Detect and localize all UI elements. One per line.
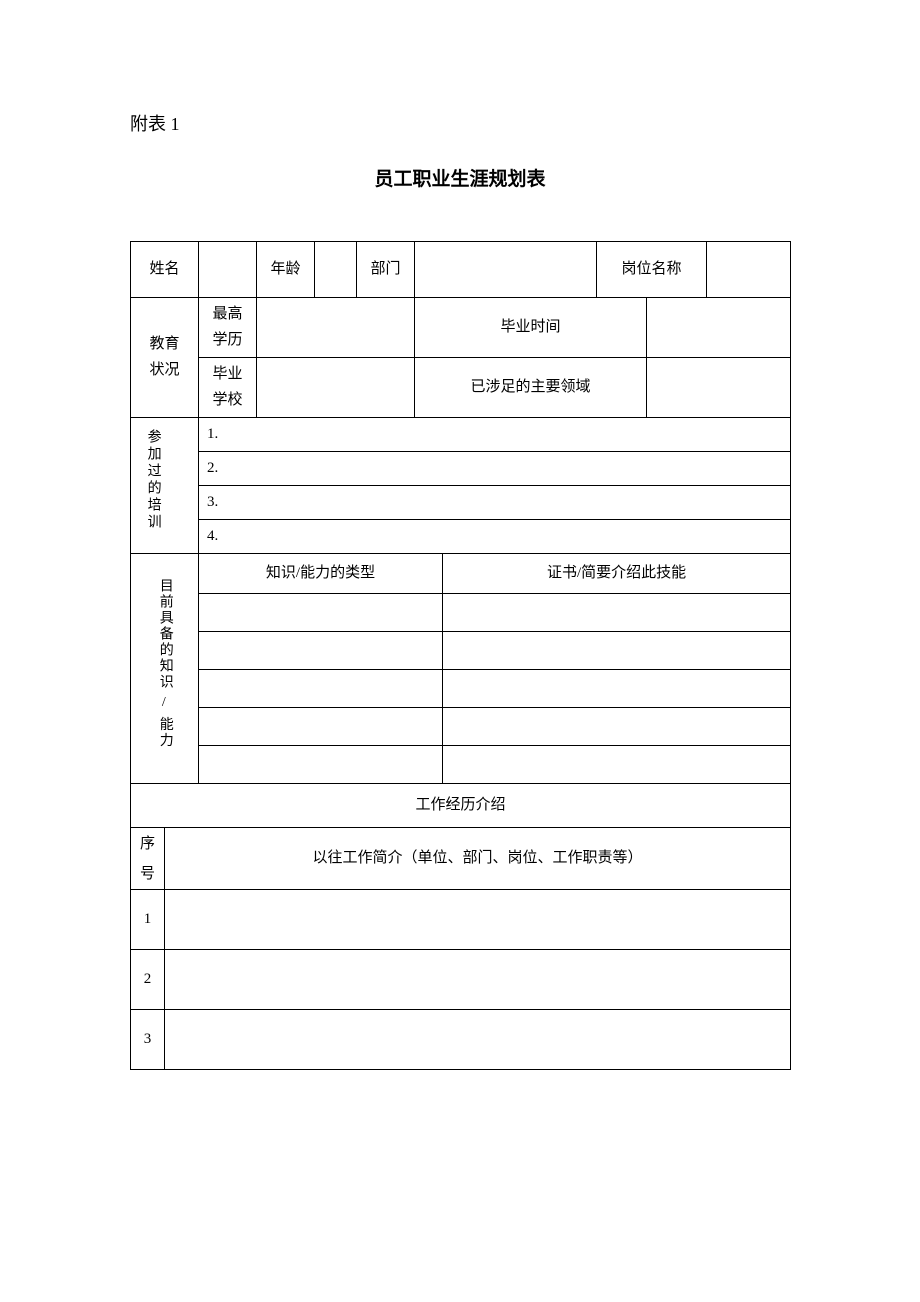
skill-type-4 (199, 708, 443, 746)
skill-cert-3 (443, 670, 791, 708)
label-skill-type: 知识/能力的类型 (199, 554, 443, 594)
row-training-4: 4. (131, 520, 791, 554)
label-education: 教育状况 (131, 298, 199, 418)
value-position (707, 242, 791, 298)
skill-cert-5 (443, 746, 791, 784)
work-seq-2: 2 (131, 950, 165, 1010)
skill-cert-4 (443, 708, 791, 746)
label-current-skills-text: 目前具备的知识/能力 (151, 578, 178, 749)
label-main-fields: 已涉足的主要领域 (415, 358, 647, 418)
label-education-text: 教育状况 (150, 336, 180, 378)
label-age: 年龄 (257, 242, 315, 298)
appendix-label: 附表 1 (130, 110, 790, 136)
label-graduation-time: 毕业时间 (415, 298, 647, 358)
skill-type-3 (199, 670, 443, 708)
row-work-2: 2 (131, 950, 791, 1010)
label-skill-cert: 证书/简要介绍此技能 (443, 554, 791, 594)
skill-cert-1 (443, 594, 791, 632)
row-skill-2 (131, 632, 791, 670)
row-training-3: 3. (131, 486, 791, 520)
label-work-summary: 以往工作简介（单位、部门、岗位、工作职责等） (165, 828, 791, 890)
label-position: 岗位名称 (597, 242, 707, 298)
work-summary-2 (165, 950, 791, 1010)
row-education-1: 教育状况 最高学历 毕业时间 (131, 298, 791, 358)
skill-type-1 (199, 594, 443, 632)
value-age (315, 242, 357, 298)
row-work-3: 3 (131, 1010, 791, 1070)
row-basic-info: 姓名 年龄 部门 岗位名称 (131, 242, 791, 298)
row-training-2: 2. (131, 452, 791, 486)
skill-type-5 (199, 746, 443, 784)
row-education-2: 毕业学校 已涉足的主要领域 (131, 358, 791, 418)
label-current-skills: 目前具备的知识/能力 (131, 554, 199, 784)
value-graduation-school (257, 358, 415, 418)
value-graduation-time (647, 298, 791, 358)
work-summary-1 (165, 890, 791, 950)
work-seq-1: 1 (131, 890, 165, 950)
training-item-4: 4. (199, 520, 791, 554)
document-page: 附表 1 员工职业生涯规划表 姓名 年龄 部门 岗位名称 (0, 0, 920, 1070)
label-graduation-school: 毕业学校 (199, 358, 257, 418)
row-skill-4 (131, 708, 791, 746)
row-skill-5 (131, 746, 791, 784)
page-title: 员工职业生涯规划表 (130, 164, 790, 191)
label-training-text: 参加过的培训 (139, 429, 166, 531)
skill-type-2 (199, 632, 443, 670)
value-name (199, 242, 257, 298)
label-training: 参加过的培训 (131, 418, 199, 554)
work-summary-3 (165, 1010, 791, 1070)
career-planning-table: 姓名 年龄 部门 岗位名称 教育状况 最高学历 毕业时间 毕业学校 已涉足的主要… (130, 241, 791, 1070)
skill-cert-2 (443, 632, 791, 670)
training-item-2: 2. (199, 452, 791, 486)
training-item-1: 1. (199, 418, 791, 452)
row-training-1: 参加过的培训 1. (131, 418, 791, 452)
row-work-1: 1 (131, 890, 791, 950)
row-work-subheader: 序号 以往工作简介（单位、部门、岗位、工作职责等） (131, 828, 791, 890)
label-highest-degree: 最高学历 (199, 298, 257, 358)
work-seq-3: 3 (131, 1010, 165, 1070)
label-department: 部门 (357, 242, 415, 298)
value-department (415, 242, 597, 298)
row-skill-1 (131, 594, 791, 632)
label-sequence: 序号 (131, 828, 165, 890)
value-main-fields (647, 358, 791, 418)
value-highest-degree (257, 298, 415, 358)
row-skill-3 (131, 670, 791, 708)
label-name: 姓名 (131, 242, 199, 298)
label-work-experience: 工作经历介绍 (131, 784, 791, 828)
row-work-experience-header: 工作经历介绍 (131, 784, 791, 828)
row-skill-header: 目前具备的知识/能力 知识/能力的类型 证书/简要介绍此技能 (131, 554, 791, 594)
training-item-3: 3. (199, 486, 791, 520)
